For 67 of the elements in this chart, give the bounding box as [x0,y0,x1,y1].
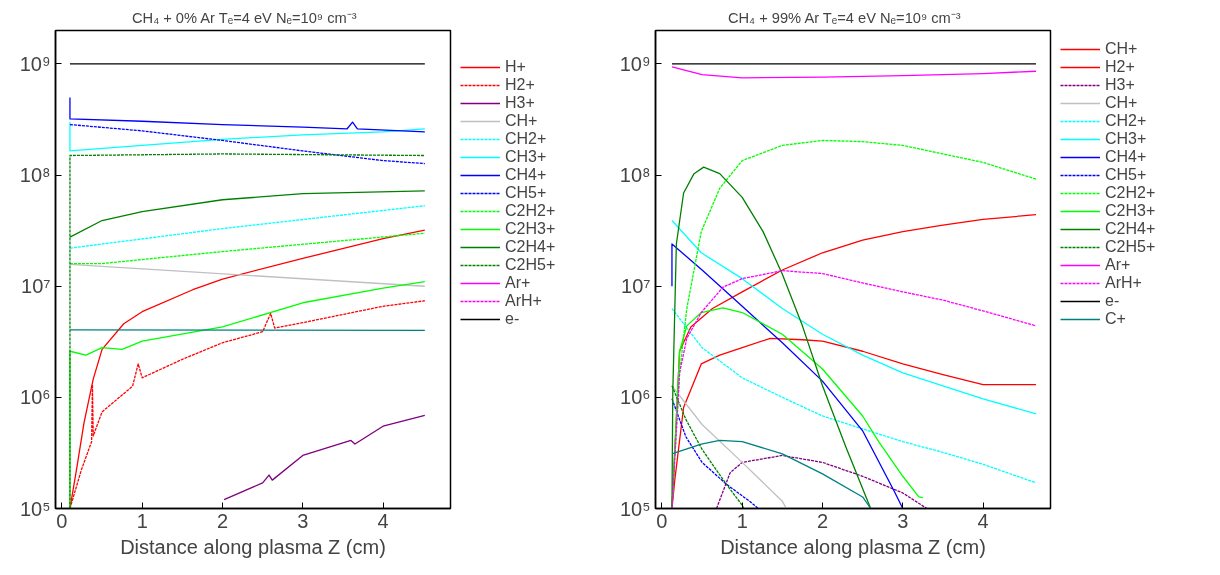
x-tick-label: 0 [56,509,68,532]
line-series [223,414,426,501]
legend-label: e- [505,310,521,328]
x-tick-label: 1 [136,509,148,532]
line-series [671,66,1037,79]
line-series [69,121,426,152]
legend-label: Ar+ [505,274,531,292]
x-tick-label: 3 [897,509,909,532]
y-tick-label: 10⁷ [21,275,51,298]
line-series [671,243,904,509]
line-series [671,219,1037,415]
legend-label: H3+ [1105,76,1135,94]
y-tick-label: 10⁷ [621,275,651,298]
legend-label: CH+ [1105,94,1138,112]
y-tick-label: 10⁵ [619,497,651,520]
x-tick-label: 2 [216,509,229,532]
legend-label: CH5+ [1105,166,1147,184]
x-axis-title: Distance along plasma Z (cm) [720,535,986,558]
legend-label: ArH+ [1105,274,1142,292]
y-tick-label: 10⁶ [620,386,651,409]
legend-label: C2H4+ [505,238,556,256]
legend-label: H2+ [505,76,535,94]
legend-label: C2H4+ [1105,220,1156,238]
legend-label: e- [1105,292,1121,310]
line-series [69,123,426,165]
legend-label: H+ [505,58,526,76]
legend-label: Ar+ [1105,256,1131,274]
x-tick-label: 0 [656,509,668,532]
y-tick-label: 10⁹ [19,52,51,75]
legend-label: CH+ [1105,40,1138,58]
legend-label: CH5+ [505,184,547,202]
legend-label: CH3+ [1105,130,1147,148]
x-axis-title: Distance along plasma Z (cm) [120,535,386,558]
legend-label: CH4+ [1105,148,1147,166]
line-series [671,166,872,509]
legend-label: CH3+ [505,148,547,166]
legend-label: H3+ [505,94,535,112]
chart-title: CH₄ + 99% Ar Tₑ=4 eV Nₑ=10⁹ cm⁻³ [727,9,961,26]
legend-label: CH+ [505,112,538,130]
y-tick-label: 10⁵ [19,497,51,520]
x-tick-label: 4 [377,509,389,532]
x-tick-label: 4 [977,509,989,532]
y-tick-label: 10⁹ [619,52,651,75]
x-tick-label: 1 [736,509,748,532]
legend-label: CH4+ [505,166,547,184]
legend-label: C2H3+ [1105,202,1156,220]
x-tick-label: 3 [297,509,309,532]
y-tick-label: 10⁶ [20,386,51,409]
legend-label: C2H2+ [1105,184,1156,202]
legend-label: C2H5+ [505,256,556,274]
line-series [671,307,1037,484]
legend-label: CH2+ [505,130,547,148]
line-series [671,385,788,509]
line-series [69,96,426,133]
legend-label: C+ [1105,310,1126,328]
line-series [671,439,872,509]
legend-label: H2+ [1105,58,1135,76]
x-tick-label: 2 [816,509,829,532]
legend-label: C2H3+ [505,220,556,238]
legend-label: CH2+ [1105,112,1147,130]
line-series [715,454,928,509]
y-tick-label: 10⁸ [619,164,651,187]
y-tick-label: 10⁸ [19,164,51,187]
legend-label: ArH+ [505,292,542,310]
chart-title: CH₄ + 0% Ar Tₑ=4 eV Nₑ=10⁹ cm⁻³ [132,9,357,26]
legend-label: C2H5+ [1105,238,1156,256]
legend-label: C2H2+ [505,202,556,220]
